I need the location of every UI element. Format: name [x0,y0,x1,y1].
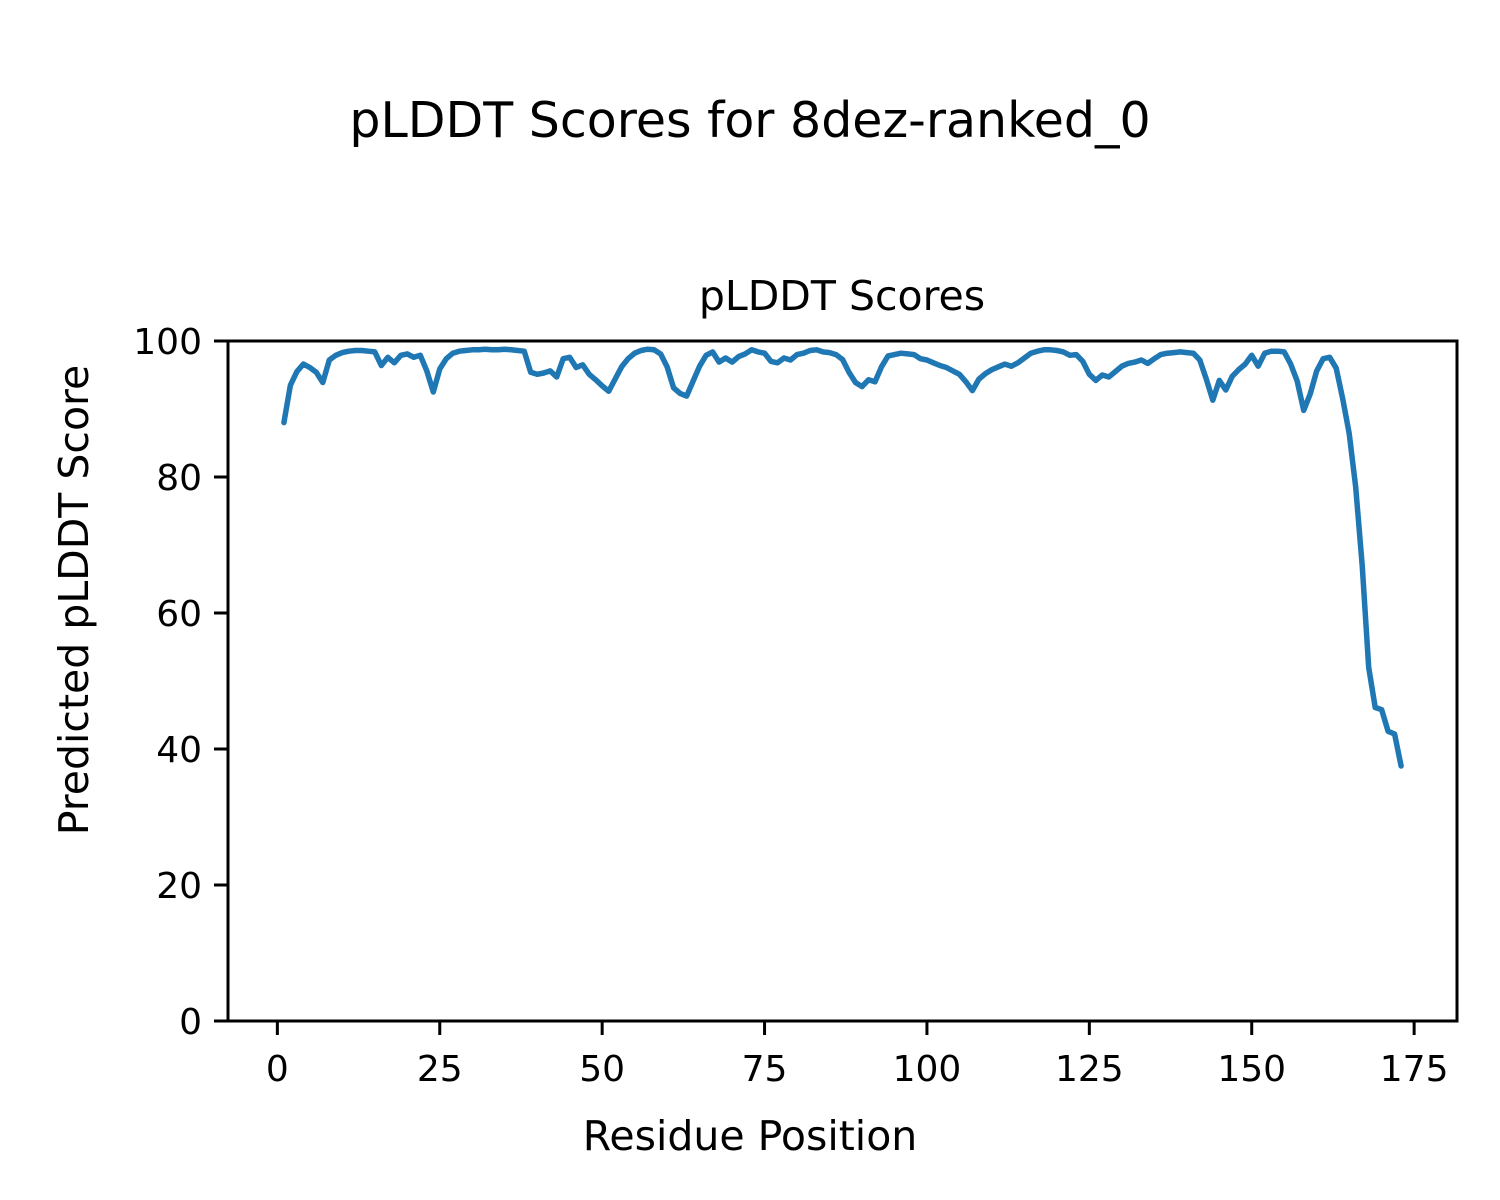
y-tick-label: 80 [156,458,202,499]
figure-title: pLDDT Scores for 8dez-ranked_0 [349,92,1151,149]
x-tick-label: 175 [1380,1049,1449,1090]
y-axis-label: Predicted pLDDT Score [50,365,98,835]
x-tick-label: 75 [742,1049,788,1090]
x-tick-label: 50 [579,1049,625,1090]
y-tick-label: 100 [133,322,202,363]
y-tick-label: 60 [156,594,202,635]
x-tick-label: 100 [893,1049,962,1090]
axes-spines [226,339,1459,1023]
y-tick-label: 40 [156,730,202,771]
y-tick-label: 0 [179,1002,202,1043]
x-tick-label: 125 [1055,1049,1124,1090]
y-tick-label: 20 [156,866,202,907]
x-tick-label: 25 [417,1049,463,1090]
x-tick-label: 150 [1217,1049,1286,1090]
x-axis-label: Residue Position [583,1112,918,1160]
x-tick-label: 0 [266,1049,289,1090]
plddt-series-line [281,346,1404,769]
axes-title: pLDDT Scores [699,272,985,320]
